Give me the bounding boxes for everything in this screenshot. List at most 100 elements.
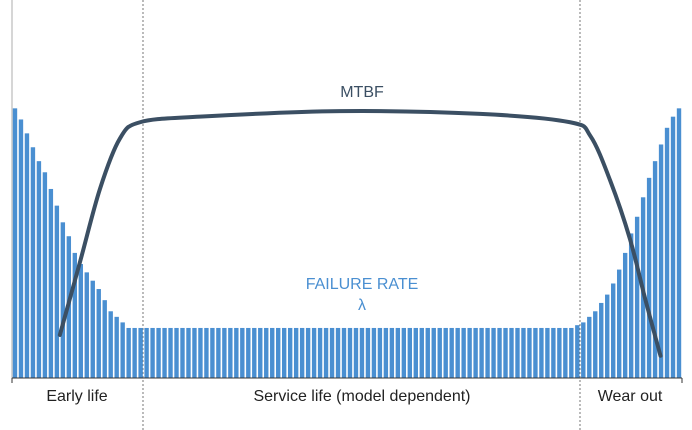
bar	[150, 327, 155, 378]
bar	[204, 327, 209, 378]
bar	[371, 327, 377, 378]
bar	[84, 272, 89, 378]
bar	[551, 327, 556, 378]
bar	[192, 327, 197, 378]
bar	[521, 327, 526, 378]
bar	[431, 327, 436, 378]
bar	[210, 327, 215, 378]
bar	[455, 327, 460, 378]
bar	[509, 327, 514, 378]
bar	[108, 311, 113, 378]
annotation: λ	[358, 297, 366, 314]
bar	[377, 327, 383, 378]
bar	[533, 327, 538, 378]
bar	[622, 252, 628, 378]
bar	[401, 327, 407, 378]
bar	[317, 327, 323, 378]
bar	[258, 327, 263, 378]
bar	[395, 327, 401, 378]
bar	[311, 327, 317, 378]
series-label: FAILURE RATE	[306, 276, 419, 293]
bar	[407, 327, 413, 378]
bar	[581, 322, 586, 378]
bar	[198, 327, 203, 378]
bar	[569, 327, 574, 378]
bar	[96, 289, 101, 378]
bar	[216, 327, 221, 378]
bar	[664, 127, 670, 378]
bar	[419, 327, 424, 378]
bar	[503, 327, 508, 378]
bar	[605, 294, 610, 378]
bar	[646, 177, 652, 378]
bar	[293, 327, 299, 378]
bar	[12, 108, 18, 378]
bar	[42, 172, 48, 378]
bar	[299, 327, 305, 378]
bar	[270, 327, 275, 378]
bar	[126, 327, 131, 378]
bar	[473, 327, 478, 378]
bar	[264, 327, 269, 378]
bar	[30, 147, 36, 378]
bar	[515, 327, 520, 378]
bar	[240, 327, 245, 378]
bar	[162, 327, 167, 378]
bar	[593, 311, 598, 378]
bar	[467, 327, 472, 378]
bar	[437, 327, 442, 378]
series-label: MTBF	[340, 84, 384, 101]
bar	[443, 327, 448, 378]
bar	[276, 327, 281, 378]
region-label: Wear out	[598, 388, 663, 405]
bar	[335, 327, 341, 378]
bar	[575, 325, 580, 378]
bar	[144, 327, 149, 378]
bar	[670, 116, 676, 379]
bar	[24, 133, 30, 378]
bar	[545, 327, 550, 378]
bar	[102, 300, 107, 378]
bar	[168, 327, 173, 378]
bar	[479, 327, 484, 378]
bar	[228, 327, 233, 378]
bar	[156, 327, 161, 378]
bar	[557, 327, 562, 378]
bar	[413, 327, 418, 378]
bar	[383, 327, 389, 378]
bar	[18, 119, 24, 379]
bar	[329, 327, 335, 378]
bar	[461, 327, 466, 378]
bar	[174, 327, 179, 378]
bar	[539, 327, 544, 378]
bar	[652, 161, 658, 378]
bar	[563, 327, 568, 378]
bar	[252, 327, 257, 378]
bar	[222, 327, 227, 378]
bar	[389, 327, 395, 378]
bar	[359, 327, 365, 378]
bar	[587, 316, 592, 378]
bar	[676, 108, 682, 378]
bars	[12, 108, 682, 379]
bar	[54, 205, 60, 378]
bar	[72, 252, 78, 378]
bar	[347, 327, 353, 378]
region-label: Service life (model dependent)	[253, 388, 470, 405]
bar	[36, 161, 42, 378]
bar	[132, 327, 137, 378]
bar	[48, 188, 54, 378]
mtbf-line	[57, 109, 663, 358]
bar	[491, 327, 496, 378]
bar	[234, 327, 239, 378]
bar	[114, 316, 119, 378]
bar	[138, 327, 143, 378]
bar	[527, 327, 532, 378]
bar	[186, 327, 191, 378]
bar	[425, 327, 430, 378]
bar	[60, 222, 66, 378]
bar	[353, 327, 359, 378]
bar	[628, 233, 634, 378]
bar	[658, 144, 664, 378]
